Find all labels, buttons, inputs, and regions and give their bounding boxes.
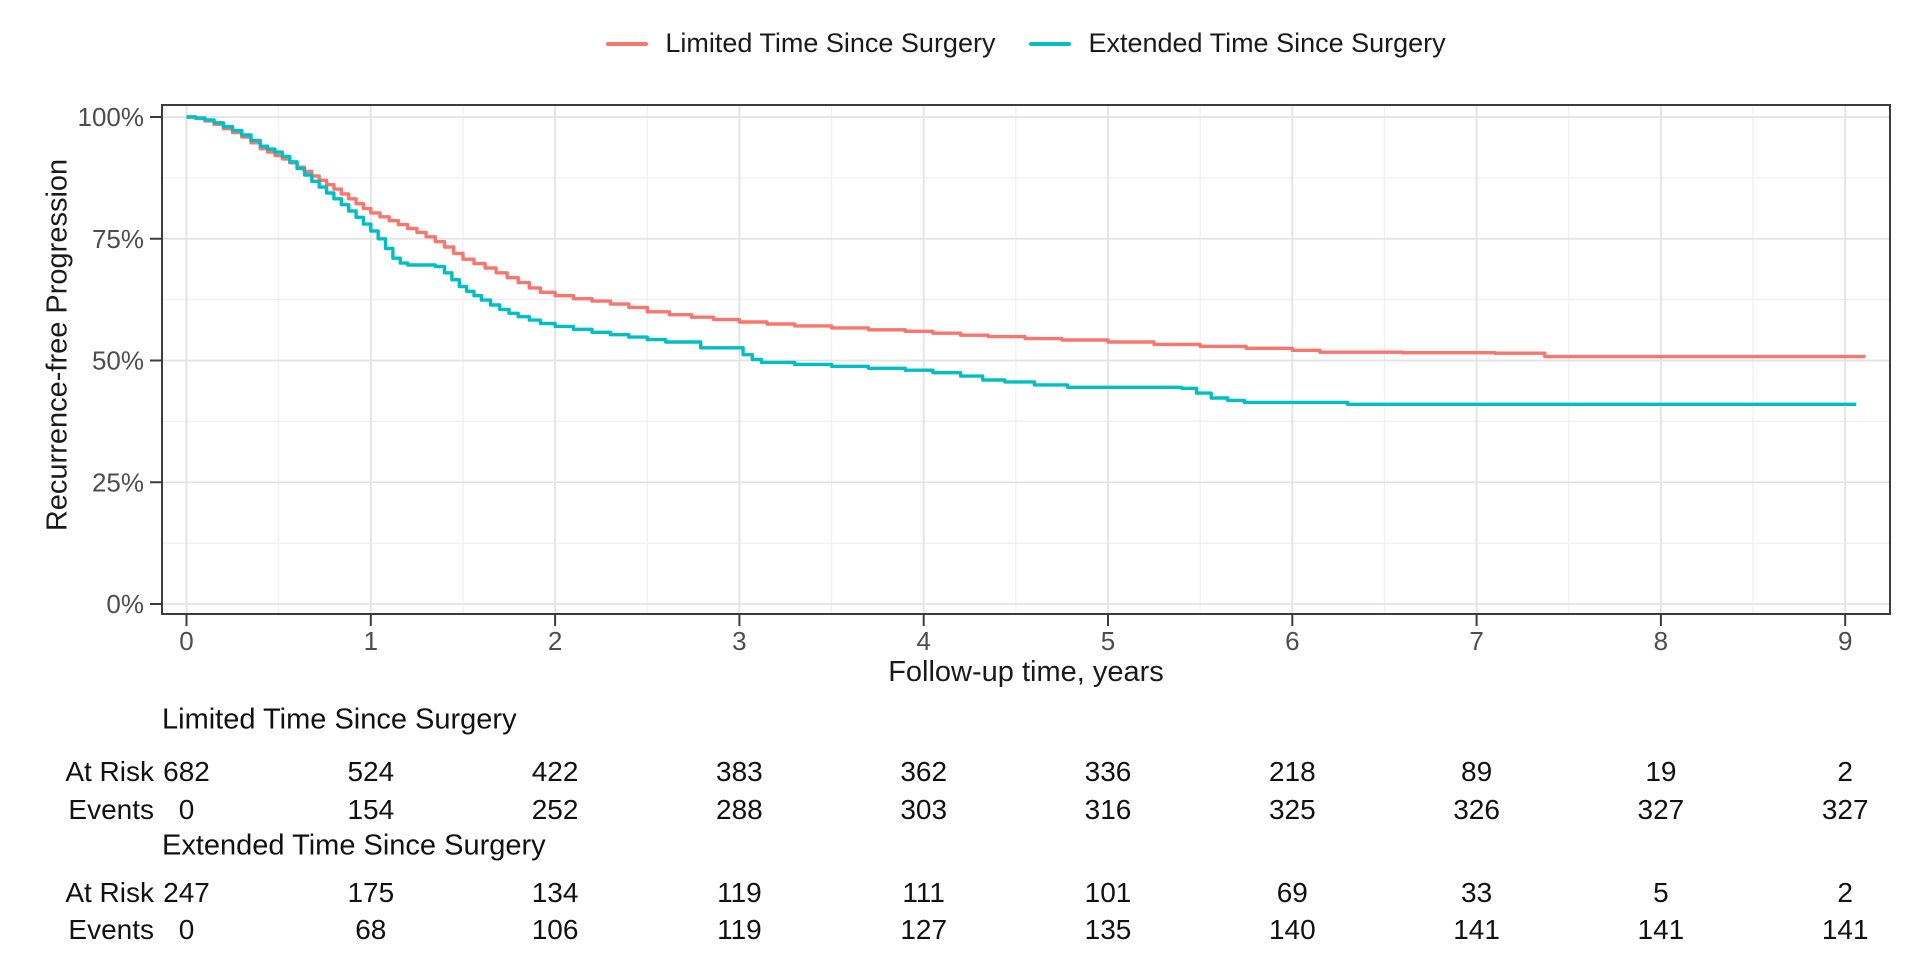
risk-count: 19 xyxy=(1645,756,1677,787)
risk-count: 141 xyxy=(1637,914,1685,945)
risk-count: 0 xyxy=(178,914,195,945)
risk-count: 383 xyxy=(716,756,763,787)
legend-item-limited: Limited Time Since Surgery xyxy=(606,28,995,59)
legend-label-extended: Extended Time Since Surgery xyxy=(1088,28,1446,58)
risk-count: 140 xyxy=(1268,914,1316,945)
y-axis-title: Recurrence-free Progression xyxy=(41,158,74,532)
x-axis-title: Follow-up time, years xyxy=(888,656,1164,688)
risk-count: 68 xyxy=(355,914,387,945)
y-tick-label: 25% xyxy=(92,467,144,497)
x-tick-label: 3 xyxy=(732,626,746,656)
risk-count: 303 xyxy=(900,794,948,825)
risk-row-label: At Risk xyxy=(65,756,154,787)
risk-count: 111 xyxy=(902,877,945,908)
risk-count: 422 xyxy=(531,756,579,787)
risk-count: 106 xyxy=(531,914,579,945)
risk-count: 134 xyxy=(531,877,579,908)
risk-count: 0 xyxy=(178,794,195,825)
y-tick-label: 75% xyxy=(92,224,144,254)
x-tick-label: 5 xyxy=(1101,626,1115,656)
risk-count: 682 xyxy=(163,756,210,787)
risk-count: 89 xyxy=(1461,756,1493,787)
risk-count: 135 xyxy=(1084,914,1132,945)
risk-row-label: At Risk xyxy=(65,877,154,908)
x-tick-label: 0 xyxy=(179,626,193,656)
risk-count: 141 xyxy=(1453,914,1500,945)
risk-count: 101 xyxy=(1084,877,1132,908)
survival-curve-extended xyxy=(186,115,1857,406)
risk-count: 154 xyxy=(347,794,395,825)
y-tick-label: 100% xyxy=(78,102,145,132)
risk-count: 524 xyxy=(347,756,395,787)
x-tick-label: 2 xyxy=(548,626,562,656)
risk-count: 119 xyxy=(717,877,762,908)
risk-table-header-extended: Extended Time Since Surgery xyxy=(162,829,546,862)
x-tick-label: 8 xyxy=(1654,626,1668,656)
x-tick-label: 6 xyxy=(1285,626,1299,656)
legend-label-limited: Limited Time Since Surgery xyxy=(665,28,996,58)
risk-count: 141 xyxy=(1821,914,1869,945)
risk-count: 2 xyxy=(1837,756,1853,787)
risk-count: 69 xyxy=(1276,877,1308,908)
risk-row-label: Events xyxy=(68,794,154,825)
risk-count: 327 xyxy=(1821,794,1869,825)
risk-count: 218 xyxy=(1268,756,1316,787)
risk-table-header-limited: Limited Time Since Surgery xyxy=(162,703,517,736)
limited-line-swatch-icon xyxy=(606,41,649,46)
risk-count: 327 xyxy=(1637,794,1685,825)
risk-count: 325 xyxy=(1268,794,1316,825)
risk-count: 362 xyxy=(900,756,948,787)
risk-row-label: Events xyxy=(68,914,154,945)
y-tick-label: 0% xyxy=(106,589,144,619)
extended-line-swatch-icon xyxy=(1029,41,1072,46)
axis-ticks: 0 1 2 3 4 5 6 7 8 9 0% 25% 50% 75% 100% xyxy=(78,102,1853,656)
x-tick-label: 7 xyxy=(1469,626,1483,656)
x-tick-label: 4 xyxy=(916,626,930,656)
risk-count: 33 xyxy=(1461,877,1493,908)
risk-count: 247 xyxy=(163,877,210,908)
major-gridlines xyxy=(162,105,1890,614)
risk-count: 119 xyxy=(717,914,762,945)
x-tick-label: 9 xyxy=(1838,626,1852,656)
risk-count: 5 xyxy=(1653,877,1669,908)
risk-count: 175 xyxy=(347,877,395,908)
risk-count: 2 xyxy=(1837,877,1853,908)
legend: Limited Time Since Surgery Extended Time… xyxy=(162,28,1890,59)
risk-count: 326 xyxy=(1453,794,1500,825)
risk-count: 252 xyxy=(531,794,579,825)
x-tick-label: 1 xyxy=(364,626,378,656)
minor-gridlines xyxy=(162,105,1890,614)
plot-panel xyxy=(162,105,1890,614)
risk-count: 316 xyxy=(1084,794,1132,825)
y-tick-label: 50% xyxy=(92,346,144,376)
risk-count: 336 xyxy=(1084,756,1132,787)
risk-count: 288 xyxy=(716,794,763,825)
legend-item-extended: Extended Time Since Surgery xyxy=(1029,28,1446,59)
risk-count: 127 xyxy=(900,914,948,945)
